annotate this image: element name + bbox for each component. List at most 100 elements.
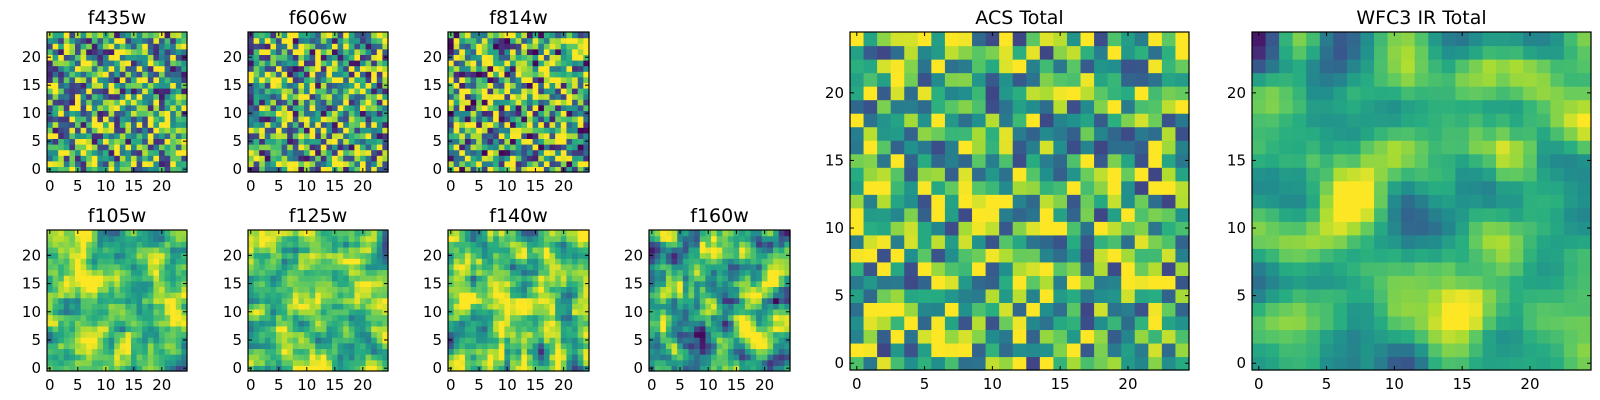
heatmap-cell xyxy=(1080,167,1095,182)
heatmap-cell xyxy=(1161,275,1177,290)
heatmap-cell xyxy=(1161,234,1177,249)
heatmap-cell xyxy=(1161,194,1177,209)
heatmap-cell xyxy=(555,252,562,259)
heatmap-cell xyxy=(253,263,260,271)
heatmap-cell xyxy=(972,342,987,358)
heatmap-cell xyxy=(376,110,383,117)
heatmap-cell xyxy=(543,286,551,293)
heatmap-cell xyxy=(108,314,115,321)
heatmap-cell xyxy=(773,297,780,304)
heatmap-cell xyxy=(80,65,87,72)
heatmap-cell xyxy=(577,342,584,350)
heatmap-cell xyxy=(382,155,389,162)
heatmap-cell xyxy=(376,325,383,333)
heatmap-cell xyxy=(716,314,723,321)
x-tick-label: 15 xyxy=(124,177,143,195)
heatmap-cell xyxy=(694,258,701,265)
heatmap-cell xyxy=(114,320,121,327)
heatmap-cell xyxy=(476,144,483,151)
heatmap-cell xyxy=(287,292,294,299)
heatmap-cell xyxy=(69,325,76,333)
heatmap-cell xyxy=(711,314,718,321)
heatmap-cell xyxy=(705,235,712,242)
heatmap-cell xyxy=(773,258,780,265)
heatmap-cell xyxy=(337,337,344,344)
heatmap-cell xyxy=(360,303,367,310)
heatmap-cell xyxy=(97,286,104,293)
heatmap-cell xyxy=(778,320,785,327)
heatmap-cell xyxy=(360,337,367,344)
heatmap-cell xyxy=(1080,261,1095,276)
y-tick-label: 5 xyxy=(432,132,442,150)
heatmap-cell xyxy=(665,359,673,366)
heatmap-cell xyxy=(382,121,389,128)
heatmap-cell xyxy=(298,359,305,366)
heatmap-cell xyxy=(270,252,277,259)
heatmap-cell xyxy=(538,325,545,333)
x-tick-label: 5 xyxy=(274,376,284,394)
heatmap-cell xyxy=(549,104,556,111)
heatmap-cell xyxy=(481,48,489,55)
heatmap-cell xyxy=(80,60,87,67)
heatmap-cell xyxy=(371,230,378,237)
heatmap-cell xyxy=(136,127,143,134)
heatmap-cell xyxy=(119,252,126,259)
heatmap-cell xyxy=(175,132,182,139)
heatmap-cell xyxy=(470,320,477,327)
heatmap-cell xyxy=(543,325,551,333)
heatmap-cell xyxy=(711,269,718,276)
heatmap-cell xyxy=(944,167,960,182)
heatmap-cell xyxy=(52,325,59,333)
heatmap-cell xyxy=(538,252,545,259)
heatmap-cell xyxy=(739,337,746,344)
heatmap-cell xyxy=(47,76,54,83)
heatmap-cell xyxy=(756,280,763,287)
heatmap-cell xyxy=(543,132,551,139)
heatmap-cell xyxy=(320,246,327,254)
heatmap-cell xyxy=(521,263,528,271)
heatmap-cell xyxy=(727,308,735,316)
heatmap-cell xyxy=(343,65,350,72)
heatmap-cell xyxy=(365,230,372,237)
heatmap-cell xyxy=(750,303,757,310)
heatmap-cell xyxy=(526,132,534,139)
heatmap-cell xyxy=(91,314,98,321)
x-tick-label: 20 xyxy=(353,177,372,195)
heatmap-cell xyxy=(944,342,960,358)
heatmap-cell xyxy=(677,359,684,366)
heatmap-cell xyxy=(80,246,87,254)
heatmap-cell xyxy=(159,342,166,350)
heatmap-cell xyxy=(493,241,500,248)
heatmap-cell xyxy=(677,348,684,355)
heatmap-cell xyxy=(526,252,534,259)
heatmap-cell xyxy=(276,37,283,44)
heatmap-cell xyxy=(142,280,149,287)
heatmap-cell xyxy=(281,138,288,145)
heatmap-cell xyxy=(750,325,757,333)
heatmap-cell xyxy=(164,166,171,173)
heatmap-cell xyxy=(917,194,932,209)
heatmap-cell xyxy=(382,286,389,293)
heatmap-cell xyxy=(566,65,573,72)
heatmap-cell xyxy=(159,314,166,321)
heatmap-cell xyxy=(320,149,327,156)
heatmap-cell xyxy=(298,331,305,338)
heatmap-cell xyxy=(315,230,322,237)
heatmap-cell xyxy=(526,275,534,282)
heatmap-cell xyxy=(464,320,472,327)
heatmap-cell xyxy=(532,121,539,128)
heatmap-cell xyxy=(69,121,76,128)
heatmap-cell xyxy=(309,246,316,254)
heatmap-cell xyxy=(572,246,579,254)
heatmap-cell xyxy=(58,286,65,293)
heatmap-cell xyxy=(114,116,121,123)
heatmap-cell xyxy=(264,359,271,366)
heatmap-cell xyxy=(337,132,344,139)
heatmap-cell xyxy=(348,138,355,145)
heatmap-cell xyxy=(538,71,545,78)
heatmap-cell xyxy=(320,230,327,237)
heatmap-cell xyxy=(354,286,361,293)
heatmap-cell xyxy=(761,320,769,327)
heatmap-cell xyxy=(170,314,177,321)
heatmap-cell xyxy=(476,121,483,128)
